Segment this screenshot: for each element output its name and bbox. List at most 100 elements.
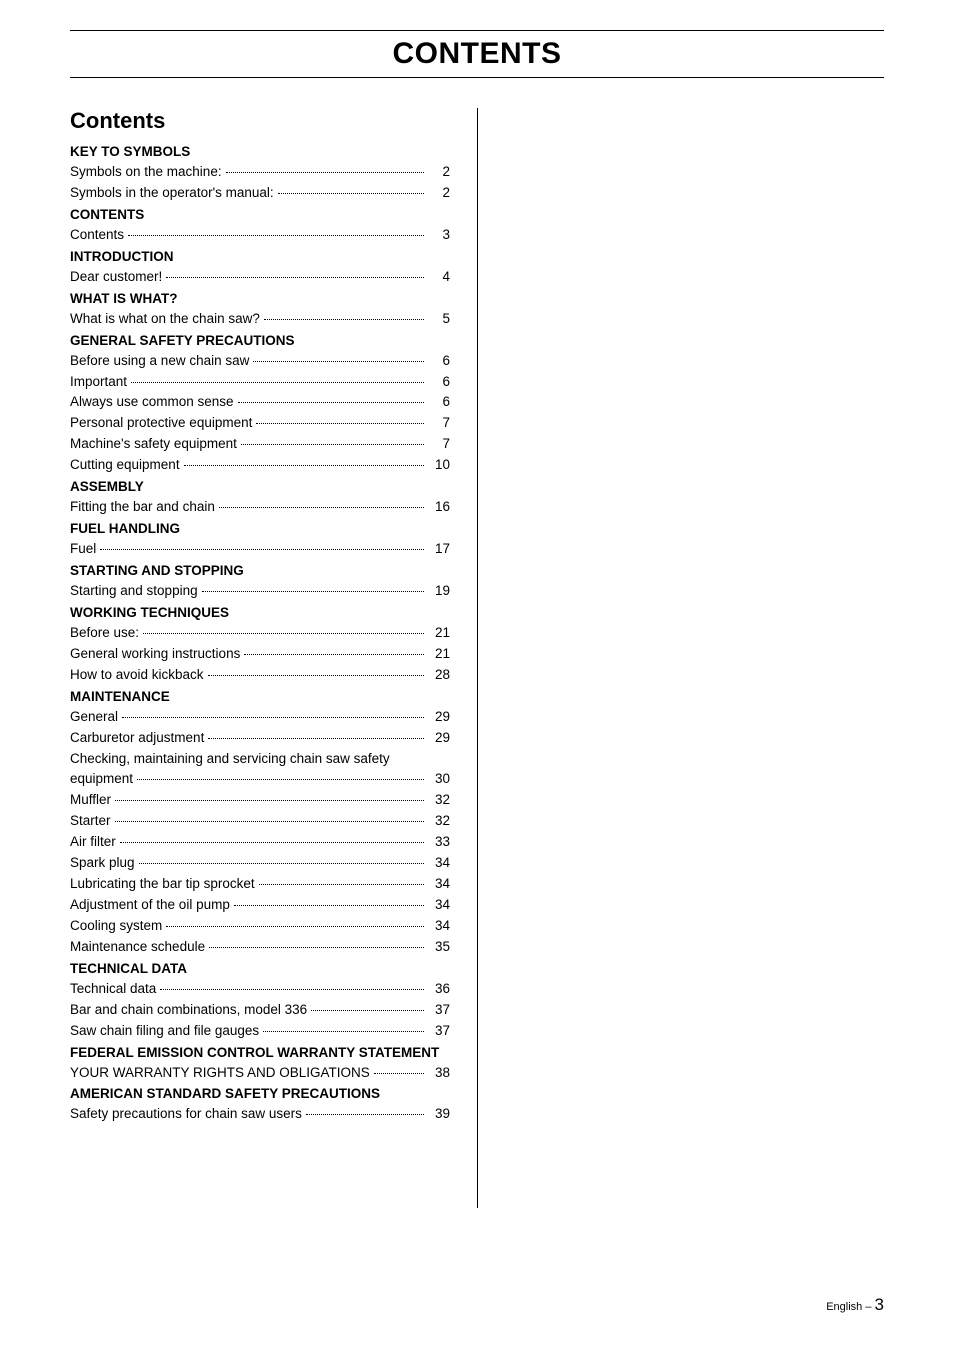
toc-entry: Safety precautions for chain saw users 39: [70, 1104, 450, 1125]
toc-entry-label: Cutting equipment: [70, 455, 180, 476]
toc-leader-dots: [100, 549, 424, 550]
toc-entry: equipment30: [70, 769, 450, 790]
toc-entry-label: Symbols on the machine:: [70, 162, 222, 183]
toc-entry: Important 6: [70, 372, 450, 393]
toc-entry-page: 21: [428, 623, 450, 644]
toc-entry-page: 6: [428, 392, 450, 413]
toc-leader-dots: [128, 235, 424, 236]
toc-leader-dots: [306, 1114, 424, 1115]
toc-entry: Machine's safety equipment7: [70, 434, 450, 455]
toc-leader-dots: [137, 779, 424, 780]
toc-leader-dots: [202, 591, 424, 592]
section-heading: WORKING TECHNIQUES: [70, 605, 463, 620]
toc-leader-dots: [120, 842, 424, 843]
toc-entry-wrap-line: Checking, maintaining and servicing chai…: [70, 749, 450, 770]
toc-leader-dots: [131, 382, 424, 383]
toc-entry-page: 39: [428, 1104, 450, 1125]
toc-entry: Adjustment of the oil pump 34: [70, 895, 450, 916]
toc-entry: How to avoid kickback 28: [70, 665, 450, 686]
toc-entry: Fitting the bar and chain 16: [70, 497, 450, 518]
section-heading: STARTING AND STOPPING: [70, 563, 463, 578]
toc-leader-dots: [160, 989, 424, 990]
section-heading: FUEL HANDLING: [70, 521, 463, 536]
toc-entry-page: 34: [428, 916, 450, 937]
toc-leader-dots: [166, 926, 424, 927]
right-column: [482, 108, 885, 1208]
toc-entry-page: 6: [428, 372, 450, 393]
toc-leader-dots: [115, 821, 424, 822]
toc-leader-dots: [115, 800, 424, 801]
toc-entry-label: Machine's safety equipment: [70, 434, 237, 455]
footer-sep: –: [862, 1301, 874, 1313]
toc-entry-page: 32: [428, 790, 450, 811]
section-heading: MAINTENANCE: [70, 689, 463, 704]
toc-leader-dots: [238, 402, 424, 403]
toc-leader-dots: [139, 863, 424, 864]
toc-entry-page: 5: [428, 309, 450, 330]
toc-entry-label: Bar and chain combinations, model 336: [70, 1000, 307, 1021]
toc-leader-dots: [244, 654, 424, 655]
columns-container: Contents KEY TO SYMBOLSSymbols on the ma…: [70, 108, 884, 1208]
toc-entry-page: 33: [428, 832, 450, 853]
toc-entry-label: Muffler: [70, 790, 111, 811]
toc-leader-dots: [256, 423, 424, 424]
toc-entry: Personal protective equipment7: [70, 413, 450, 434]
toc-entry-page: 16: [428, 497, 450, 518]
toc-entry: Dear customer!4: [70, 267, 450, 288]
toc-leader-dots: [241, 444, 424, 445]
section-heading: FEDERAL EMISSION CONTROL WARRANTY STATEM…: [70, 1045, 463, 1060]
toc-entry: Always use common sense 6: [70, 392, 450, 413]
toc-entry-label: Air filter: [70, 832, 116, 853]
toc-leader-dots: [122, 717, 424, 718]
toc-entry: Fuel17: [70, 539, 450, 560]
toc-entry: Cooling system 34: [70, 916, 450, 937]
toc-entry-label: Cooling system: [70, 916, 162, 937]
toc-leader-dots: [219, 507, 424, 508]
toc-leader-dots: [259, 884, 424, 885]
toc-entry: Technical data36: [70, 979, 450, 1000]
toc-entry-label: How to avoid kickback: [70, 665, 204, 686]
toc-entry: Cutting equipment10: [70, 455, 450, 476]
toc-entry: Lubricating the bar tip sprocket34: [70, 874, 450, 895]
toc-entry: General29: [70, 707, 450, 728]
toc-leader-dots: [143, 633, 424, 634]
page-title: CONTENTS: [70, 31, 884, 77]
toc-entry-page: 34: [428, 853, 450, 874]
toc-entry-page: 28: [428, 665, 450, 686]
toc-leader-dots: [263, 1031, 424, 1032]
toc-entry-label: Important: [70, 372, 127, 393]
toc-entry: Carburetor adjustment29: [70, 728, 450, 749]
toc-entry-label: Carburetor adjustment: [70, 728, 204, 749]
footer-label: English: [826, 1301, 862, 1313]
toc-entry-page: 34: [428, 895, 450, 916]
toc-entry-label: Contents: [70, 225, 124, 246]
section-heading: ASSEMBLY: [70, 479, 463, 494]
bottom-rule: [70, 77, 884, 78]
toc-entry-page: 21: [428, 644, 450, 665]
toc-entry-label: Spark plug: [70, 853, 135, 874]
toc-entry-label: Always use common sense: [70, 392, 234, 413]
section-heading: WHAT IS WHAT?: [70, 291, 463, 306]
toc-entry: Air filter 33: [70, 832, 450, 853]
toc-entry-label: Fuel: [70, 539, 96, 560]
toc-entry-label: What is what on the chain saw?: [70, 309, 260, 330]
toc-entry: Starter32: [70, 811, 450, 832]
toc-entry: Maintenance schedule35: [70, 937, 450, 958]
toc-entry-label: Fitting the bar and chain: [70, 497, 215, 518]
toc-entry: YOUR WARRANTY RIGHTS AND OBLIGATIONS38: [70, 1063, 450, 1084]
toc-leader-dots: [184, 465, 424, 466]
toc-entry-label: Maintenance schedule: [70, 937, 205, 958]
toc-entry-label: Adjustment of the oil pump: [70, 895, 230, 916]
toc-leader-dots: [253, 361, 424, 362]
toc-entry-label: General working instructions: [70, 644, 240, 665]
toc-leader-dots: [166, 277, 424, 278]
toc-entry: General working instructions 21: [70, 644, 450, 665]
toc-entry-page: 32: [428, 811, 450, 832]
toc-leader-dots: [374, 1073, 424, 1074]
toc-entry-page: 29: [428, 707, 450, 728]
page-footer: English – 3: [826, 1295, 884, 1315]
toc-entry-label: Lubricating the bar tip sprocket: [70, 874, 255, 895]
toc-entry-label: Safety precautions for chain saw users: [70, 1104, 302, 1125]
toc-entry-label: Before using a new chain saw: [70, 351, 249, 372]
toc-entry-page: 37: [428, 1021, 450, 1042]
